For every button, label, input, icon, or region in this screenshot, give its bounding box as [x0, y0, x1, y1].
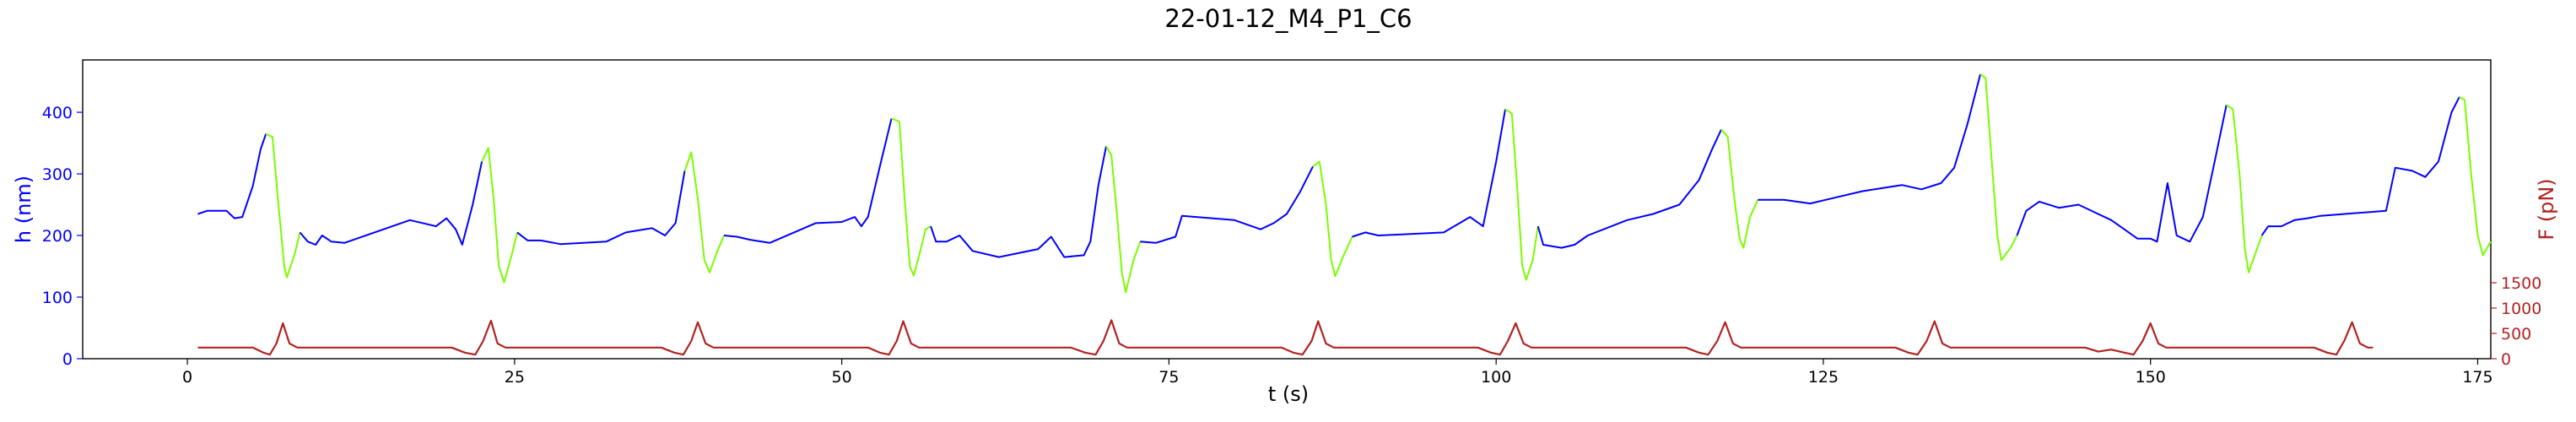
- height-retract-line: [891, 117, 932, 277]
- x-axis-ticks: 0 25 50 75 100 125 150 175: [182, 359, 2493, 387]
- left-y-tick-label: 300: [42, 165, 73, 184]
- height-retract-line: [683, 151, 725, 273]
- force-line: [197, 319, 2373, 356]
- right-y-tick-label: 1000: [2501, 300, 2541, 318]
- height-series: [197, 73, 2492, 294]
- height-approach-line: [2260, 96, 2460, 236]
- x-tick-label: 175: [2462, 368, 2492, 387]
- x-tick-label: 25: [505, 368, 525, 387]
- force-series: [197, 319, 2373, 356]
- left-y-tick-label: 400: [42, 104, 73, 122]
- height-retract-line: [2459, 95, 2492, 257]
- plot-frame: [82, 59, 2492, 360]
- left-y-tick-label: 200: [42, 227, 73, 246]
- right-y-tick-label: 1500: [2501, 274, 2541, 293]
- height-retract-line: [1105, 145, 1142, 294]
- left-y-tick-label: 100: [42, 289, 73, 307]
- left-y-tick-label: 0: [62, 350, 73, 369]
- x-axis-label: t (s): [1268, 382, 1309, 406]
- height-retract-line: [1504, 108, 1539, 281]
- x-tick-label: 75: [1158, 368, 1179, 387]
- height-approach-line: [930, 146, 1107, 258]
- right-y-tick-label: 0: [2501, 350, 2511, 369]
- left-y-axis-label: h (nm): [12, 176, 35, 243]
- height-approach-line: [1140, 165, 1314, 244]
- x-tick-label: 150: [2136, 368, 2166, 387]
- height-approach-line: [723, 118, 893, 244]
- height-approach-line: [1758, 73, 1982, 205]
- right-y-axis-label: F (pN): [2535, 178, 2558, 240]
- height-approach-line: [516, 170, 686, 246]
- right-y-tick-label: 500: [2501, 325, 2531, 344]
- height-approach-line: [2016, 105, 2228, 243]
- height-approach-line: [299, 161, 483, 246]
- x-tick-label: 100: [1481, 368, 1511, 387]
- right-y-axis-ticks: 0 500 1000 1500: [2491, 274, 2541, 369]
- height-retract-line: [481, 147, 518, 284]
- height-approach-line: [197, 133, 267, 219]
- height-retract-line: [1312, 160, 1353, 278]
- x-tick-label: 0: [182, 368, 192, 387]
- height-approach-line: [1352, 109, 1506, 238]
- x-tick-label: 125: [1808, 368, 1839, 387]
- height-retract-line: [1720, 128, 1759, 249]
- height-retract-line: [265, 133, 301, 279]
- chart-title: 22-01-12_M4_P1_C6: [1164, 4, 1412, 33]
- x-tick-label: 50: [832, 368, 852, 387]
- height-retract-line: [2226, 104, 2263, 273]
- height-approach-line: [1536, 129, 1722, 249]
- height-retract-line: [1979, 73, 2018, 262]
- left-y-axis-ticks: 0 100 200 300 400: [42, 104, 83, 369]
